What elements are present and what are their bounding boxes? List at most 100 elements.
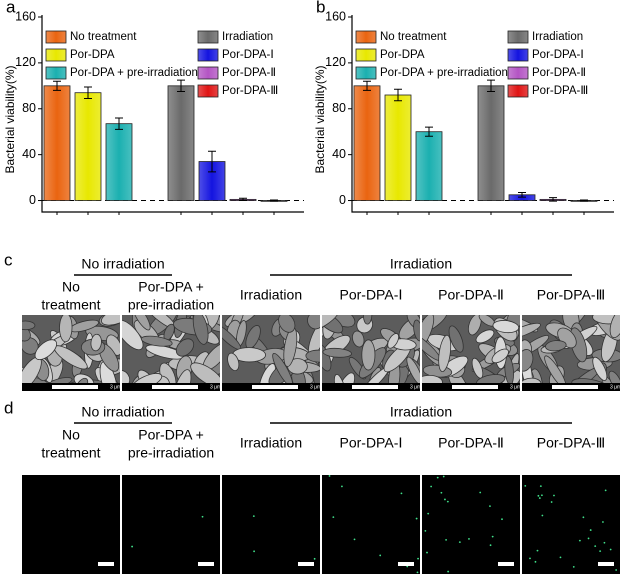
bacterium <box>140 335 173 347</box>
column-label: Por-DPA + <box>138 427 204 443</box>
scale-label: 3 μm <box>610 384 621 390</box>
fluorescent-cell <box>578 539 581 542</box>
bacterium <box>522 349 534 372</box>
fluorescent-cell <box>501 518 503 521</box>
y-tick-label: 80 <box>22 101 36 115</box>
legend-label: Por-DPA + pre-irradiation <box>380 67 508 79</box>
panel-label: d <box>4 398 13 417</box>
micrograph <box>422 475 520 574</box>
y-tick-label: 120 <box>325 55 346 69</box>
scale-bar <box>352 385 398 389</box>
scale-bar <box>252 385 298 389</box>
fluorescent-cell <box>440 491 443 494</box>
fluorescent-cell <box>541 514 544 517</box>
image-bg <box>122 475 220 574</box>
bacterium <box>387 333 400 349</box>
fluorescent-cell <box>550 501 553 503</box>
fluorescent-cell <box>417 557 419 560</box>
column-label: Irradiation <box>240 435 302 451</box>
image-bg <box>422 475 520 574</box>
error-bar <box>425 126 433 137</box>
legend-label: Por-DPA <box>380 49 425 61</box>
bacterium <box>363 315 373 325</box>
error-bar <box>363 80 371 91</box>
bacterium <box>322 315 340 331</box>
bacterium <box>175 338 195 357</box>
fluorescent-cell <box>603 541 606 544</box>
legend-label: Por-DPA <box>70 49 115 61</box>
scale-bar <box>498 562 514 566</box>
fluorescent-cell <box>602 521 604 523</box>
bacterium <box>413 319 420 342</box>
group-label: No irradiation <box>81 404 164 420</box>
bar-chart: a Bacterial viability(%) 0 40 80 120 160 No tre… <box>3 0 304 215</box>
bacterium <box>361 339 376 371</box>
panel-label: a <box>6 0 16 16</box>
axis-frame <box>41 15 304 213</box>
scale-bar <box>398 562 414 566</box>
legend-swatch <box>355 30 377 44</box>
bacterium <box>522 322 541 339</box>
bacterium <box>438 334 452 373</box>
fluorescent-cell <box>430 485 433 488</box>
fluorescent-cell <box>489 544 492 547</box>
legend-swatch <box>197 66 219 80</box>
column-label: treatment <box>41 297 100 313</box>
bacterium <box>492 320 520 334</box>
column-label: No <box>62 427 80 443</box>
image-bg <box>22 475 120 574</box>
fluorescent-cell <box>599 550 602 553</box>
fluorescent-cell <box>444 498 446 501</box>
bacterium <box>352 330 365 348</box>
legend-label: Por-DPA-Ⅱ <box>222 67 276 79</box>
fluorescent-cell <box>553 494 555 497</box>
panel-label: b <box>316 0 325 16</box>
column-label: Irradiation <box>240 287 302 303</box>
fluorescent-cell <box>572 565 575 568</box>
fluorescent-cell <box>328 475 331 477</box>
fluorescent-cell <box>416 571 419 574</box>
micrograph <box>322 475 420 574</box>
bacterium <box>475 329 495 344</box>
y-tick-label: 80 <box>332 101 346 115</box>
group-label: Irradiation <box>390 404 452 420</box>
fluorescent-cell <box>537 494 540 497</box>
fluorescent-cell <box>615 569 618 571</box>
legend-swatch <box>507 48 529 62</box>
scale-bar <box>552 385 598 389</box>
column-label: pre-irradiation <box>128 297 214 313</box>
column-label: Por-DPA-Ⅲ <box>537 435 606 451</box>
bar <box>43 85 71 201</box>
fluorescent-cell <box>559 556 562 559</box>
fluorescent-cell <box>479 491 482 494</box>
scale-bar <box>198 562 214 566</box>
legend-swatch <box>197 84 219 98</box>
legend-label: Por-DPA-Ⅲ <box>222 85 278 97</box>
micrograph: 3 μm <box>322 315 421 391</box>
y-axis-label: Bacterial viability(%) <box>3 65 17 173</box>
legend-label: Irradiation <box>532 31 583 43</box>
micrograph <box>522 475 620 574</box>
bacterium <box>422 315 435 351</box>
bar <box>167 85 195 201</box>
column-label: Por-DPA-Ⅰ <box>340 287 403 303</box>
legend-label: Irradiation <box>222 31 273 43</box>
bacterium <box>278 315 296 333</box>
fluorescent-cell <box>400 492 403 495</box>
scale-label: 3 μm <box>310 384 321 390</box>
fluorescent-cell <box>587 537 590 540</box>
bacterium <box>132 315 151 331</box>
error-bar <box>239 197 247 202</box>
column-label: Por-DPA-Ⅱ <box>438 287 504 303</box>
error-bar <box>549 197 557 202</box>
fluorescent-cell <box>604 489 607 492</box>
scale-label: 3 μm <box>410 384 421 390</box>
fluorescent-cell <box>353 538 356 541</box>
fluorescent-cell <box>446 500 449 503</box>
error-bar <box>270 199 278 202</box>
fluorescent-cell <box>379 554 382 557</box>
fluorescent-cell <box>609 548 612 551</box>
fluorescent-cell <box>313 557 316 560</box>
legend-swatch <box>197 48 219 62</box>
fluorescent-cell <box>524 484 527 487</box>
